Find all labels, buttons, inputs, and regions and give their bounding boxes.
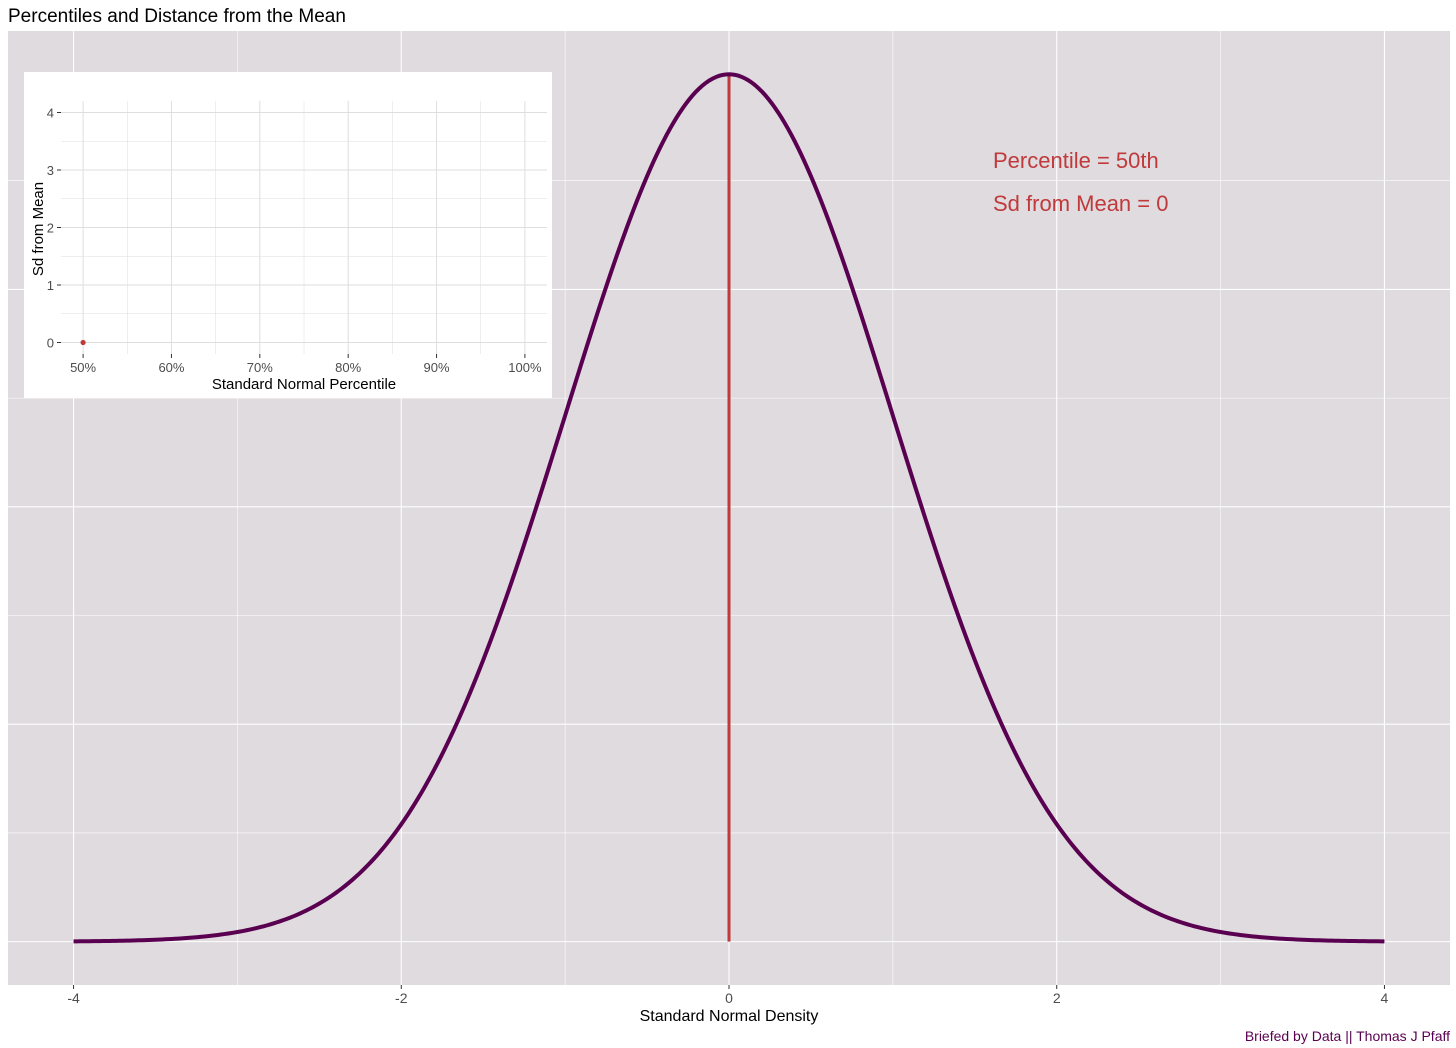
inset-data-point bbox=[80, 339, 86, 346]
inset-x-tick-label: 60% bbox=[158, 360, 184, 375]
inset-x-axis-title: Standard Normal Percentile bbox=[212, 376, 396, 393]
main-x-tick-label: -4 bbox=[67, 990, 80, 1006]
inset-y-tick-label: 0 bbox=[47, 336, 54, 351]
inset-x-tick-label: 100% bbox=[508, 360, 542, 375]
inset-chart: 50% 60% 70% 80% 90% 100% 0 1 2 3 4 Standard Normal… bbox=[24, 72, 552, 398]
main-x-tick-label: 0 bbox=[725, 990, 733, 1006]
inset-points bbox=[80, 339, 86, 346]
percentile-annotation: Percentile = 50th bbox=[993, 148, 1159, 173]
main-x-tick-label: 4 bbox=[1381, 990, 1389, 1006]
inset-y-tick-label: 3 bbox=[47, 163, 54, 178]
main-x-tick-label: 2 bbox=[1053, 990, 1061, 1006]
sd-annotation: Sd from Mean = 0 bbox=[993, 191, 1168, 216]
inset-y-tick-label: 2 bbox=[47, 221, 54, 236]
inset-gridlines-major bbox=[61, 101, 547, 354]
inset-x-tick-label: 90% bbox=[424, 360, 450, 375]
inset-y-tick-label: 1 bbox=[47, 278, 54, 293]
inset-x-tick-label: 70% bbox=[247, 360, 273, 375]
inset-y-axis-title: Sd from Mean bbox=[30, 182, 47, 276]
plot-title: Percentiles and Distance from the Mean bbox=[8, 6, 346, 27]
inset-x-tick-label: 50% bbox=[70, 360, 96, 375]
density-curve-line bbox=[73, 72, 1385, 944]
inset-y-tick-label: 4 bbox=[47, 106, 54, 121]
inset-axes: 50% 60% 70% 80% 90% 100% 0 1 2 3 4 bbox=[47, 106, 542, 376]
x-axis-title: Standard Normal Density bbox=[640, 1008, 819, 1025]
main-x-tick-label: -2 bbox=[395, 990, 408, 1006]
inset-x-tick-label: 80% bbox=[335, 360, 361, 375]
caption: Briefed by Data || Thomas J Pfaff bbox=[1245, 1028, 1450, 1044]
main-x-axis: -4 -2 0 2 4 bbox=[67, 985, 1389, 1006]
